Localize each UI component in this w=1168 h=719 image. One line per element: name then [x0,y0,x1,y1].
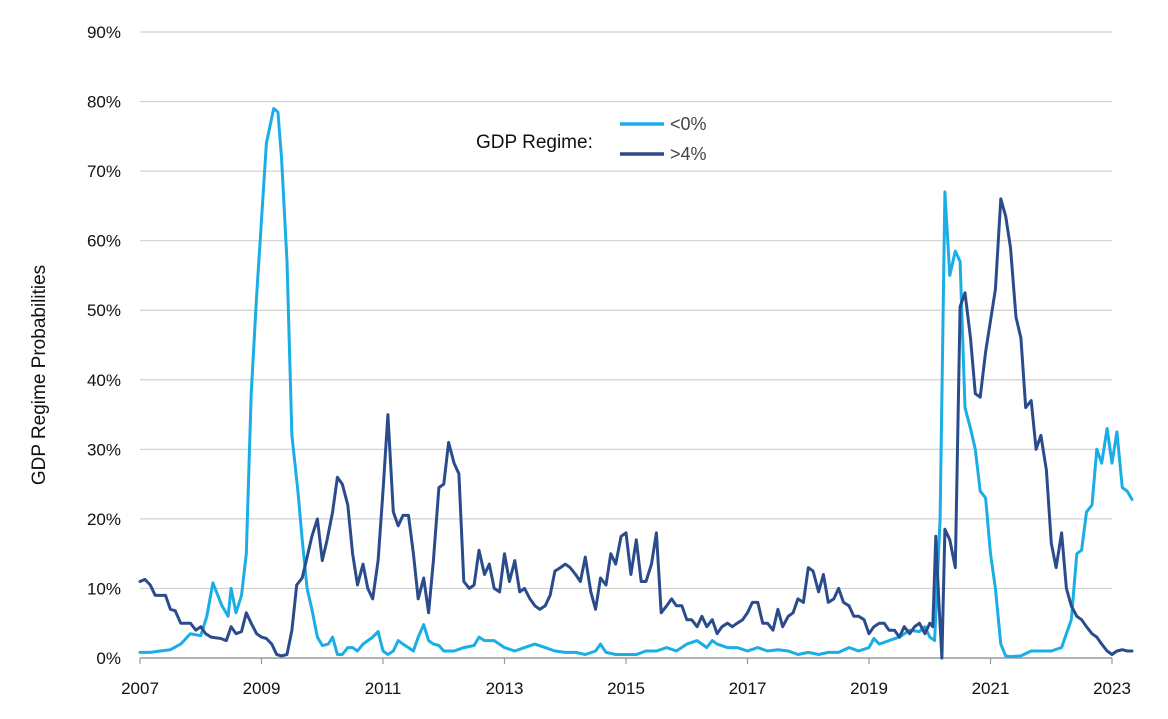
x-tick-label: 2021 [972,679,1010,698]
y-tick-label: 40% [87,371,121,390]
y-tick-label: 30% [87,440,121,459]
y-tick-label: 80% [87,93,121,112]
x-tick-label: 2015 [607,679,645,698]
y-axis-ticks: 0% 10% 20% 30% 40% 50% 60% 70% 80% 90% [87,23,121,668]
y-axis-title: GDP Regime Probabilities [29,265,50,485]
legend: GDP Regime: <0% >4% [476,114,707,164]
y-tick-label: 0% [96,649,121,668]
x-tick-label: 2009 [243,679,281,698]
series-line-below-zero [138,107,1134,659]
series-lines [138,107,1134,660]
x-tick-label: 2007 [121,679,159,698]
legend-title: GDP Regime: [476,132,593,153]
x-tick-label: 2017 [729,679,767,698]
y-tick-label: 70% [87,162,121,181]
y-tick-label: 60% [87,232,121,251]
x-tick-label: 2011 [365,679,402,698]
gridlines [140,31,1112,659]
x-tick-label: 2023 [1093,679,1131,698]
series-line-above-four [138,197,1134,660]
x-tick-label: 2013 [486,679,524,698]
y-tick-label: 10% [87,579,121,598]
legend-label-above-four: >4% [670,144,707,164]
x-axis-ticks: 2007 2009 2011 2013 2015 2017 2019 2021 2023 [121,658,1131,698]
y-tick-label: 20% [87,510,121,529]
y-tick-label: 50% [87,301,121,320]
y-tick-label: 90% [87,23,121,42]
x-tick-label: 2019 [850,679,888,698]
legend-label-below-zero: <0% [670,114,707,134]
